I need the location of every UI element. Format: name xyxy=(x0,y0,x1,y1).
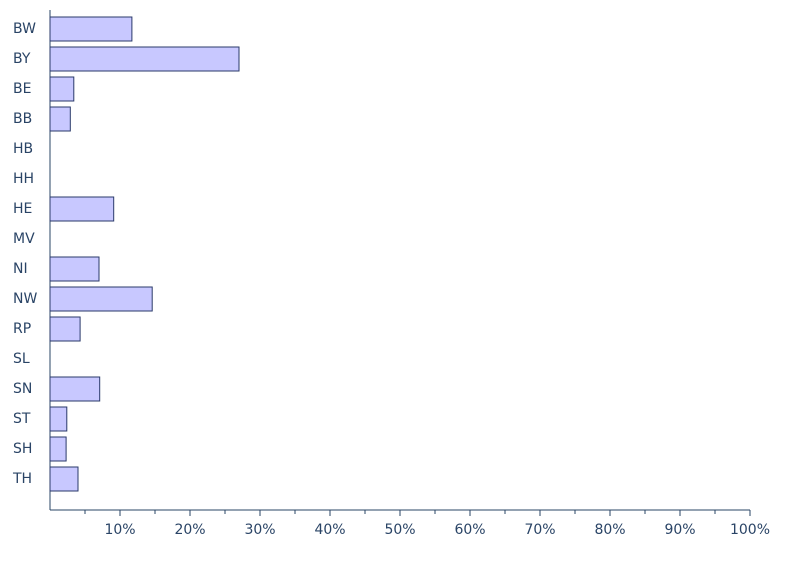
bar xyxy=(49,376,101,402)
y-tick-label: ST xyxy=(13,411,31,427)
y-tick-label: BY xyxy=(13,51,31,67)
y-tick-label: HB xyxy=(13,141,33,157)
x-tick-label: 20% xyxy=(174,522,205,538)
x-tick-label: 30% xyxy=(244,522,275,538)
bar xyxy=(49,46,240,72)
x-tick-label: 80% xyxy=(594,522,625,538)
y-tick-label: RP xyxy=(13,321,31,337)
bar xyxy=(49,76,75,102)
x-tick-label: 40% xyxy=(314,522,345,538)
x-tick-label: 90% xyxy=(664,522,695,538)
bar xyxy=(49,196,115,222)
y-tick-label: SL xyxy=(13,351,30,367)
y-tick-label: BB xyxy=(13,111,32,127)
bar xyxy=(49,406,68,432)
bar xyxy=(49,436,67,462)
y-tick-label: NI xyxy=(13,261,28,277)
x-tick-label: 10% xyxy=(104,522,135,538)
x-tick-label: 100% xyxy=(730,522,770,538)
bar xyxy=(49,16,133,42)
y-tick-label: MV xyxy=(13,231,35,247)
x-tick-label: 70% xyxy=(524,522,555,538)
y-tick-label: HE xyxy=(13,201,32,217)
bar xyxy=(49,256,100,282)
y-tick-label: BW xyxy=(13,21,36,37)
bar xyxy=(49,316,81,342)
y-tick-label: SN xyxy=(13,381,32,397)
bar xyxy=(49,286,153,312)
bar xyxy=(49,466,79,492)
y-tick-label: NW xyxy=(13,291,37,307)
bar xyxy=(49,106,71,132)
y-tick-label: HH xyxy=(13,171,34,187)
y-tick-label: SH xyxy=(13,441,32,457)
x-tick-label: 60% xyxy=(454,522,485,538)
y-tick-label: BE xyxy=(13,81,31,97)
x-tick-label: 50% xyxy=(384,522,415,538)
y-tick-label: TH xyxy=(12,471,32,487)
